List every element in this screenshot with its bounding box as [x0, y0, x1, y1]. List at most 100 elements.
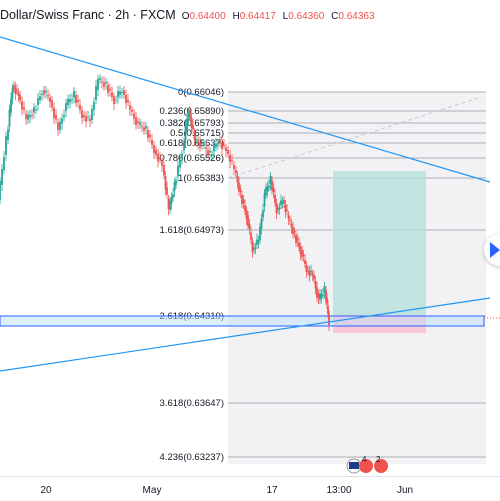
candle-body — [326, 298, 328, 303]
candle-body — [236, 176, 239, 183]
candle-body — [17, 92, 20, 96]
candle-body — [141, 126, 143, 128]
candle-body — [314, 281, 317, 289]
candle-body — [47, 95, 49, 97]
ascending-trendline[interactable] — [0, 297, 491, 372]
candle-body — [31, 115, 33, 116]
candle-body — [5, 136, 7, 155]
candle-body — [307, 270, 309, 272]
event-badge[interactable] — [374, 459, 388, 473]
candle-body — [79, 105, 81, 110]
candle-body — [21, 101, 23, 110]
candle-body — [105, 82, 107, 84]
candle-body — [223, 145, 225, 146]
economic-events[interactable]: 4 2 — [346, 455, 388, 474]
candle-body — [193, 132, 196, 140]
candle-body — [8, 109, 11, 127]
candle-body — [239, 188, 242, 192]
candle-body — [319, 293, 321, 300]
candle-body — [10, 98, 12, 113]
candle-body — [292, 227, 294, 235]
candle-body — [11, 88, 14, 99]
candle-body — [170, 197, 173, 204]
candle-body — [133, 113, 135, 119]
candle-body — [101, 81, 103, 83]
candle-body — [131, 110, 133, 112]
candle-body — [39, 96, 41, 100]
candle-body — [117, 91, 119, 98]
open-value: 0.64400 — [189, 11, 226, 22]
candle-body — [281, 201, 284, 203]
candle-body — [229, 155, 231, 162]
candle-body — [311, 273, 314, 275]
support-zone-rectangle[interactable] — [0, 315, 485, 327]
fib-level-label: 0(0.66046) — [178, 87, 224, 98]
candle-body — [173, 182, 176, 192]
candle-body — [65, 103, 67, 112]
candle-body — [163, 165, 165, 176]
time-axis-label: 20 — [40, 485, 52, 496]
candle-body — [275, 202, 278, 213]
close-key: C — [331, 11, 339, 22]
candle-body — [266, 186, 269, 192]
candle-body — [253, 247, 255, 250]
candle-body — [248, 223, 251, 229]
candle-body — [149, 135, 151, 137]
candle-body — [55, 115, 57, 120]
candle-body — [83, 115, 85, 118]
open-key: O — [181, 11, 190, 22]
candle-body — [192, 125, 194, 130]
candle-body — [308, 271, 311, 276]
candle-body — [280, 200, 282, 205]
candle-body — [201, 143, 203, 144]
candle-body — [277, 208, 279, 210]
time-axis-label: Jun — [396, 485, 414, 496]
candle-body — [328, 314, 330, 325]
event-badge[interactable] — [359, 459, 373, 473]
candle-body — [0, 181, 1, 200]
candle-body — [71, 99, 73, 101]
candle-body — [247, 215, 249, 226]
candle-body — [320, 294, 323, 298]
profit-target-zone[interactable] — [333, 171, 426, 315]
fib-level-label: 0.236(0.65890) — [160, 106, 224, 117]
candle-body — [95, 86, 97, 100]
flag-icon — [349, 462, 359, 469]
candle-body — [254, 247, 257, 249]
candle-body — [145, 126, 147, 129]
candle-body — [3, 157, 5, 170]
candle-body — [137, 121, 139, 123]
candle-body — [35, 109, 37, 110]
symbol-title[interactable]: Dollar/Swiss Franc · 2h · FXCM — [0, 8, 176, 22]
time-axis[interactable]: 20 May 17 13:00 Jun — [0, 476, 500, 501]
candle-body — [227, 150, 229, 154]
candle-body — [87, 116, 89, 118]
candle-body — [19, 95, 21, 101]
candle-body — [81, 110, 83, 118]
candle-body — [301, 250, 303, 257]
scroll-to-realtime-button[interactable] — [484, 234, 500, 266]
candle-body — [256, 239, 258, 245]
candle-body — [75, 95, 77, 103]
fib-level-label: 1.618(0.64973) — [160, 225, 224, 236]
fib-level-label: 4.236(0.63237) — [160, 452, 224, 463]
candle-body — [157, 153, 159, 162]
candle-body — [205, 147, 207, 149]
candle-body — [7, 129, 9, 140]
descending-trendline[interactable] — [0, 36, 491, 183]
candle-body — [278, 207, 281, 209]
candle-body — [310, 270, 312, 273]
candle-body — [250, 232, 252, 241]
candle-body — [213, 144, 215, 152]
candle-body — [125, 95, 127, 103]
candle-body — [316, 287, 318, 298]
candle-body — [217, 143, 219, 144]
time-axis-label: May — [142, 485, 162, 496]
candle-body — [169, 200, 171, 210]
candle-body — [103, 82, 105, 87]
candle-body — [268, 185, 270, 188]
candle-body — [161, 161, 163, 166]
candle-body — [259, 226, 261, 240]
